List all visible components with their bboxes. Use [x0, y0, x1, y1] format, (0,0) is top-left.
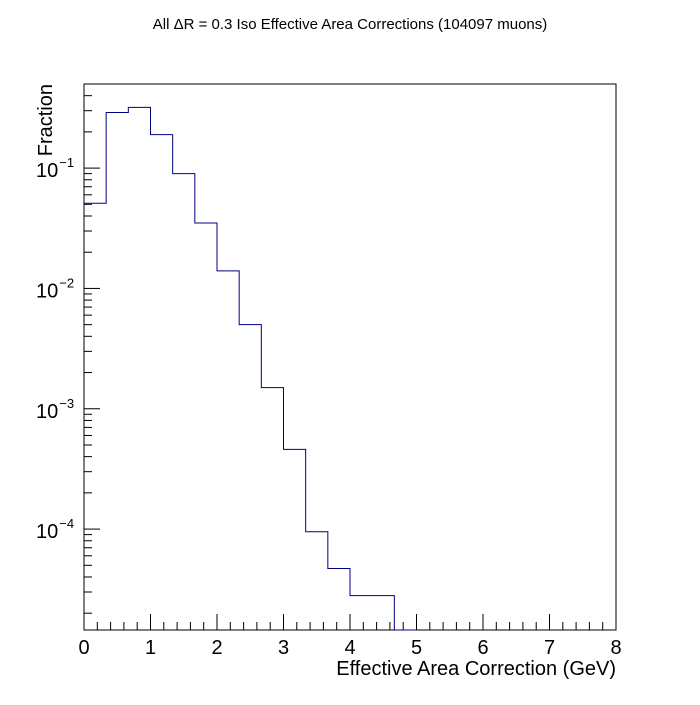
- plot-frame: [83, 83, 617, 631]
- x-axis-tick-labels: 0 1 2 3 4 5 6 7 8: [78, 637, 621, 659]
- y-tick-label: 10−2: [36, 275, 74, 302]
- y-axis-tick-labels: 10−1 10−2 10−3 10−4: [36, 155, 74, 543]
- x-tick-label: 0: [78, 637, 89, 659]
- x-tick-label: 8: [610, 637, 621, 659]
- x-tick-label: 4: [344, 637, 355, 659]
- x-tick-label: 5: [411, 637, 422, 659]
- x-tick-label: 1: [145, 637, 156, 659]
- histogram-series-line: [84, 106, 417, 631]
- y-axis-label: Fraction: [35, 84, 57, 156]
- y-axis-ticks: [84, 83, 100, 614]
- x-tick-label: 6: [477, 637, 488, 659]
- x-tick-label: 2: [211, 637, 222, 659]
- x-tick-label: 7: [544, 637, 555, 659]
- chart-title: All ΔR = 0.3 Iso Effective Area Correcti…: [153, 16, 548, 33]
- x-tick-label: 3: [278, 637, 289, 659]
- y-tick-label: 10−1: [36, 155, 74, 182]
- x-axis-ticks: [83, 614, 617, 630]
- x-axis-label: Effective Area Correction (GeV): [336, 658, 616, 680]
- y-tick-label: 10−3: [36, 396, 74, 423]
- y-tick-label: 10−4: [36, 516, 74, 543]
